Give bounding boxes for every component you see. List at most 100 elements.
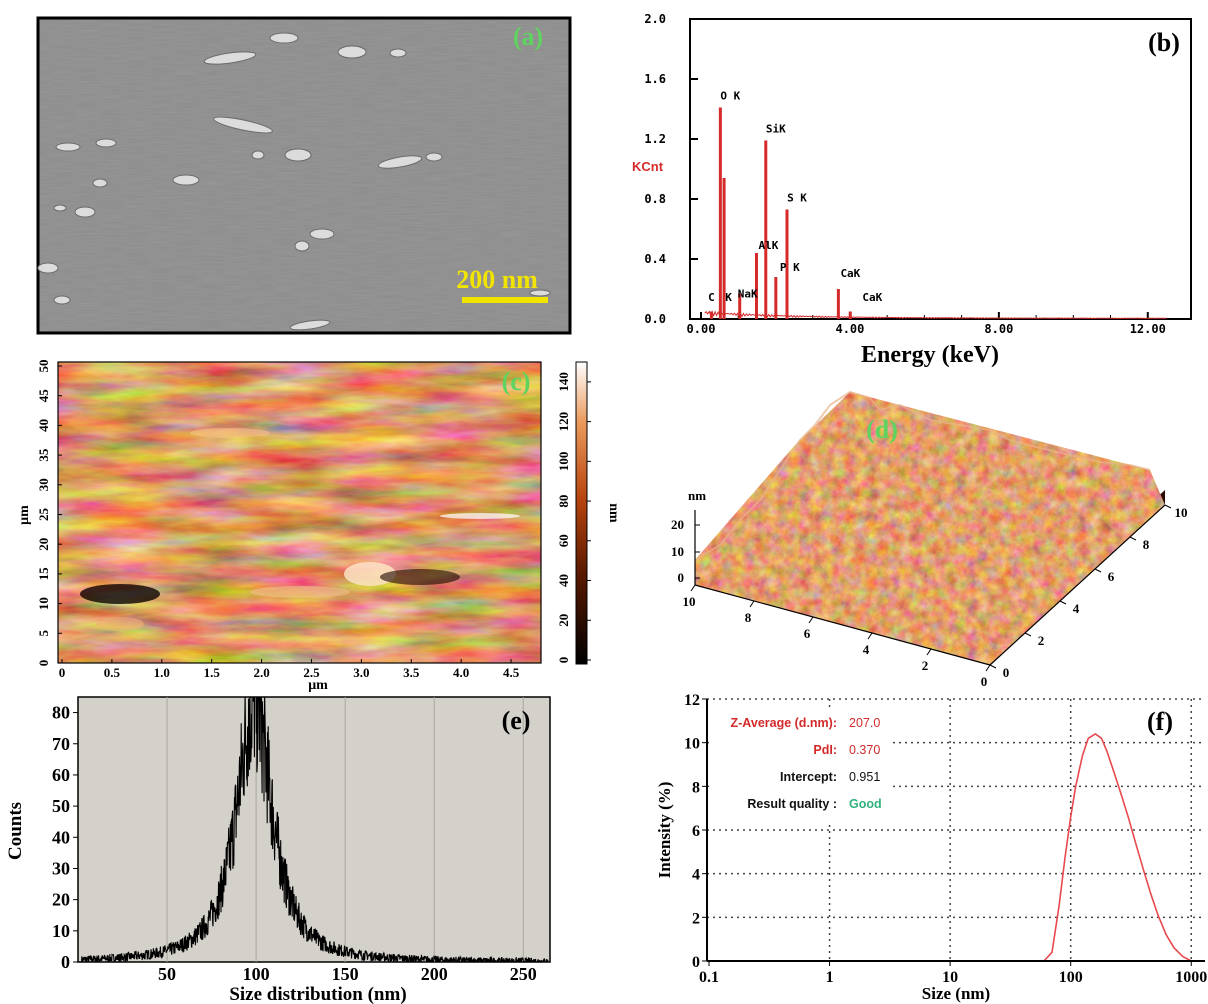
ytick-label: 35 [36, 448, 51, 462]
ztick-label: 20 [671, 517, 684, 532]
colorbar-tick-label: 80 [556, 495, 571, 508]
ytick-label: 0 [692, 954, 700, 971]
peak-label: CaK [862, 291, 882, 304]
info-value: 0.951 [849, 770, 880, 784]
info-box-bg [710, 709, 892, 821]
chart-b-xlabel: Energy (keV) [861, 342, 999, 368]
panel-b-label: (b) [1148, 28, 1180, 57]
chart-d-zlabel: nm [688, 488, 706, 503]
info-value: 207.0 [849, 716, 880, 730]
chart-e-ticks: 50 100 150 200 250 0 10 20 30 40 50 60 70 80 [52, 703, 537, 984]
peak-label: CaK [840, 267, 860, 280]
panel-a-sem-image: (a) 200 nm [36, 16, 572, 335]
ytick-label: 30 [36, 478, 51, 491]
info-value: Good [849, 797, 882, 811]
chart-f-info-box: Z-Average (d.nm): 207.0 PdI: 0.370 Intercept… [710, 709, 892, 821]
ytick-label: 1.2 [644, 132, 666, 146]
xtick-label: 8.00 [984, 322, 1013, 336]
ytick-label: 20 [52, 890, 70, 910]
sem-particles [37, 32, 551, 331]
xtick-label: 0 [59, 665, 66, 680]
ytick-label: 40 [36, 419, 51, 432]
colorbar-tick-label: 100 [556, 452, 571, 472]
xtick-label: 2.5 [303, 665, 320, 680]
intensity-curve [1043, 733, 1192, 961]
ytick-label: 80 [52, 703, 70, 723]
front-tick-mark [749, 600, 755, 608]
panel-a-label: (a) [513, 22, 543, 51]
colorbar [575, 361, 588, 665]
info-key: Result quality : [747, 797, 837, 811]
peak-bar [785, 209, 789, 319]
xtick-label: 1000 [1175, 969, 1207, 986]
colorbar-label: nm [606, 503, 621, 523]
xtick-label: 10 [942, 969, 958, 986]
colorbar-tick-label: 20 [556, 614, 571, 627]
ytick-label: 10 [52, 921, 70, 941]
info-key: Intercept: [780, 770, 837, 784]
chart-b-peaks [709, 107, 852, 319]
info-key: Z-Average (d.nm): [731, 716, 838, 730]
right-tick-mark [1024, 632, 1032, 637]
ytick-label: 15 [36, 567, 51, 581]
xtick-label: 3.5 [403, 665, 420, 680]
chart-f-grid [707, 698, 1205, 961]
panel-c-afm-2d: 0 0.5 1.0 1.5 2.0 2.5 3.0 3.5 4.0 4.5 0 5 10 15 20 25 30… [17, 360, 621, 694]
xtick-label: 100 [243, 964, 270, 984]
info-key: PdI: [813, 743, 837, 757]
ytick-label: 6 [692, 823, 700, 840]
chart-b-baseline [704, 310, 1167, 320]
panel-e-size-distribution: 50 100 150 200 250 0 10 20 30 40 50 60 70 80 Counts S… [5, 696, 551, 1004]
xtick-label: 1.0 [154, 665, 170, 680]
peak-bar [764, 140, 768, 319]
ytick-label: 0 [36, 660, 51, 667]
baseline-trace [704, 310, 1167, 320]
info-value: 0.370 [849, 743, 880, 757]
ytick-label: 0.0 [644, 312, 666, 326]
front-tick-mark [690, 584, 696, 592]
peak-label: NaK [738, 288, 758, 301]
ytick-label: 5 [36, 630, 51, 637]
xtick-label: 0.5 [104, 665, 121, 680]
ytick-label: 12 [684, 692, 700, 709]
xtick-label: 4.00 [835, 322, 864, 336]
ytick-label: 40 [52, 827, 70, 847]
front-tick-mark [808, 616, 814, 624]
colorbar-tick-label: 40 [556, 574, 571, 587]
panel-b-eds-chart: 0.0 0.4 0.8 1.2 1.6 2.0 0.00 4.00 8.00 12.00 C O K… [632, 12, 1192, 368]
ytick-label: 50 [36, 360, 51, 373]
xtick-label: 1.5 [204, 665, 221, 680]
panel-d-label: (d) [866, 415, 898, 444]
ytick-label: 2 [692, 910, 700, 927]
ytick-label: 60 [52, 765, 70, 785]
ytick-label: 2.0 [644, 12, 666, 26]
afm-2d-features [80, 428, 520, 631]
xtick-label: 0.00 [687, 322, 716, 336]
chart-f-xlabel: Size (nm) [922, 984, 990, 1003]
ytick-label: 1.6 [644, 72, 666, 86]
colorbar-tick-label: 140 [556, 372, 571, 392]
chart-c-xlabel: μm [308, 678, 328, 693]
right-tick-label: 4 [1073, 601, 1080, 616]
panel-c-label: (c) [502, 367, 531, 396]
right-tick-label: 10 [1175, 505, 1188, 520]
xtick-label: 2.0 [253, 665, 269, 680]
chart-c-ticks: 0 0.5 1.0 1.5 2.0 2.5 3.0 3.5 4.0 4.5 0 5 10 15 20 25 30… [36, 360, 520, 681]
right-tick-mark [1094, 568, 1102, 573]
ztick-label: 10 [671, 544, 684, 559]
afm-3d-surface [695, 392, 1165, 665]
ytick-label: 0.8 [644, 192, 666, 206]
right-tick-mark [1129, 536, 1137, 541]
xtick-label: 200 [421, 964, 448, 984]
xtick-label: 4.5 [503, 665, 520, 680]
front-tick-label: 8 [745, 610, 752, 625]
ytick-label: 10 [36, 597, 51, 610]
xtick-label: 250 [510, 964, 537, 984]
right-tick-mark [989, 664, 997, 669]
ytick-label: 4 [692, 867, 700, 884]
peak-bar [718, 107, 722, 319]
ytick-label: 25 [36, 508, 51, 522]
